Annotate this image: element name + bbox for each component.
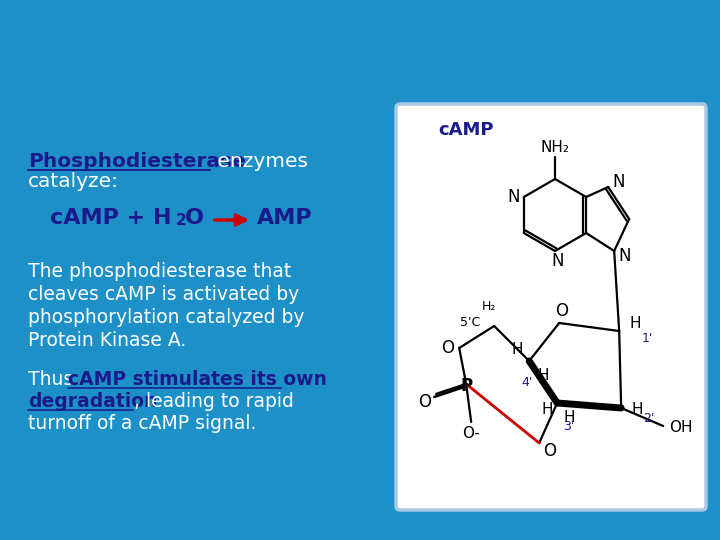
- Text: O: O: [554, 302, 567, 320]
- Text: N: N: [618, 247, 631, 265]
- Text: H: H: [631, 402, 643, 417]
- Text: H: H: [537, 368, 549, 382]
- Text: 2': 2': [644, 411, 655, 424]
- Text: The phosphodiesterase that: The phosphodiesterase that: [28, 262, 292, 281]
- Text: , leading to rapid: , leading to rapid: [134, 392, 294, 411]
- Text: cAMP stimulates its own: cAMP stimulates its own: [68, 370, 327, 389]
- Text: turnoff of a cAMP signal.: turnoff of a cAMP signal.: [28, 414, 256, 433]
- Text: 2: 2: [176, 213, 186, 228]
- Text: catalyze:: catalyze:: [28, 172, 119, 191]
- Text: degradation: degradation: [28, 392, 158, 411]
- Text: cAMP: cAMP: [438, 121, 493, 139]
- Text: H: H: [511, 341, 523, 356]
- Text: P: P: [460, 377, 472, 395]
- Text: O: O: [543, 442, 556, 460]
- Text: O: O: [418, 393, 431, 411]
- Text: H: H: [564, 409, 575, 424]
- Text: O: O: [441, 339, 454, 357]
- Text: 3': 3': [564, 421, 575, 434]
- FancyBboxPatch shape: [396, 104, 706, 510]
- Text: H: H: [629, 315, 641, 330]
- Text: Phosphodiesterase: Phosphodiesterase: [28, 152, 246, 171]
- Text: cAMP + H: cAMP + H: [50, 208, 171, 228]
- Text: enzymes: enzymes: [211, 152, 308, 171]
- Text: H: H: [541, 402, 553, 416]
- Text: phosphorylation catalyzed by: phosphorylation catalyzed by: [28, 308, 305, 327]
- Text: Protein Kinase A.: Protein Kinase A.: [28, 331, 186, 350]
- Text: O: O: [185, 208, 204, 228]
- Text: Thus: Thus: [28, 370, 79, 389]
- Text: AMP: AMP: [257, 208, 312, 228]
- Text: cleaves cAMP is activated by: cleaves cAMP is activated by: [28, 285, 300, 304]
- Text: N: N: [552, 252, 564, 270]
- Text: N: N: [612, 173, 624, 191]
- Text: O-: O-: [462, 427, 480, 442]
- Text: H₂: H₂: [482, 300, 496, 313]
- Text: OH: OH: [670, 421, 693, 435]
- Text: N: N: [508, 188, 520, 206]
- Text: 1': 1': [642, 333, 653, 346]
- Text: NH₂: NH₂: [541, 139, 570, 154]
- Text: 5'C: 5'C: [460, 315, 480, 328]
- Text: 4': 4': [521, 376, 533, 389]
